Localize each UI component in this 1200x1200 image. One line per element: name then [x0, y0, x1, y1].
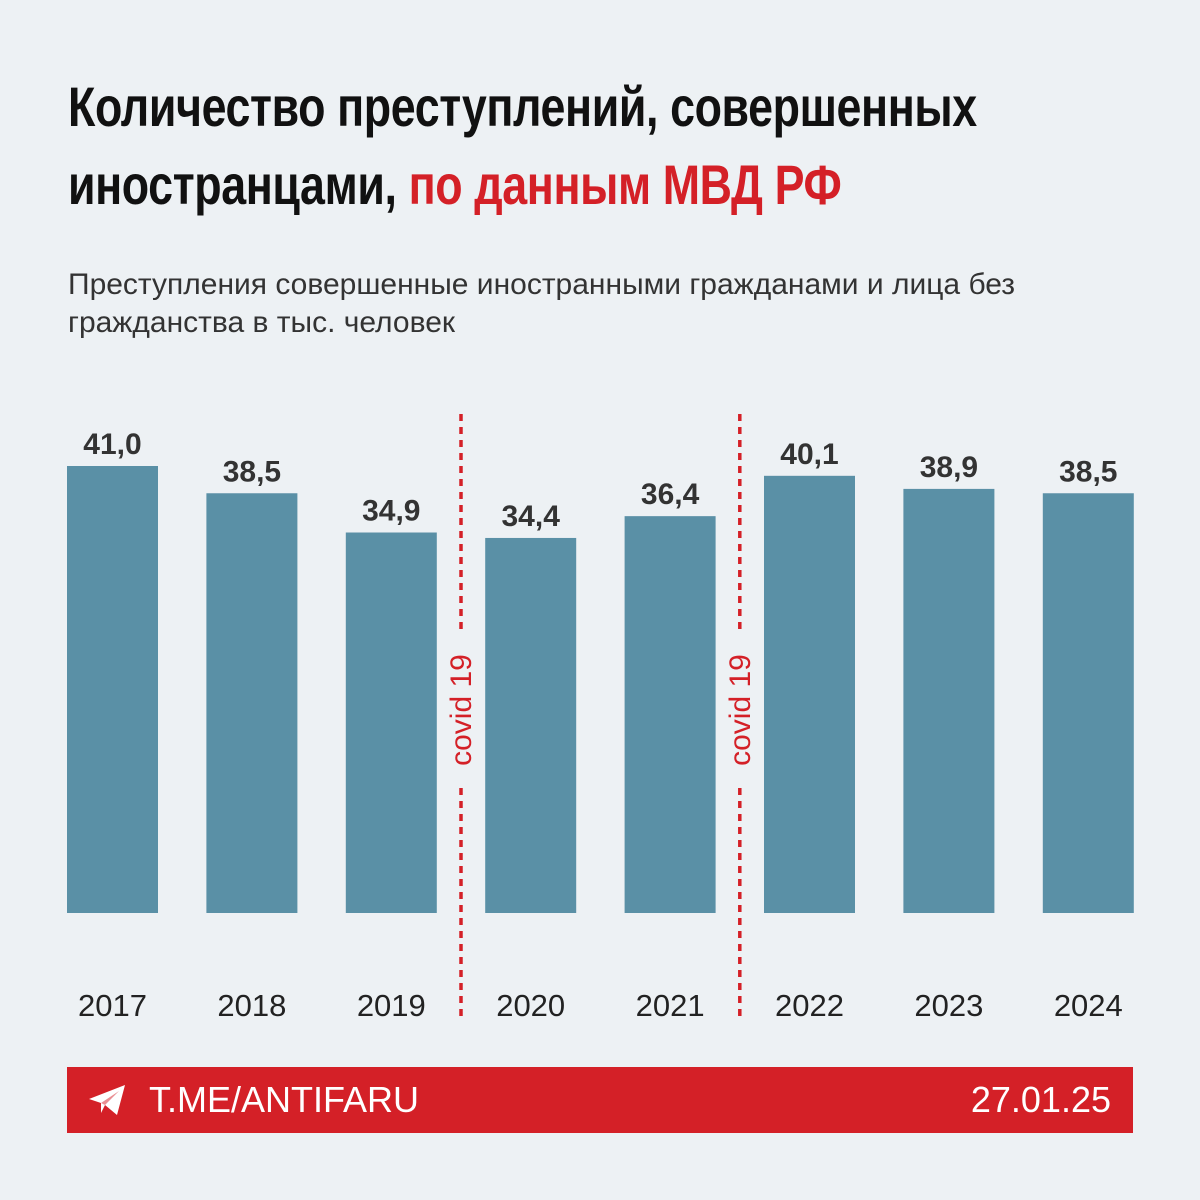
telegram-icon — [87, 1083, 127, 1122]
publish-date: 27.01.25 — [970, 1079, 1111, 1120]
data-label-2021: 36,4 — [641, 478, 700, 511]
x-tick-2018: 2018 — [217, 988, 286, 1023]
channel-link[interactable]: T.ME/ANTIFARU — [149, 1079, 420, 1120]
footer-bar: T.ME/ANTIFARU 27.01.25 — [67, 1067, 1133, 1133]
bar-2021 — [624, 516, 716, 913]
data-label-2023: 38,9 — [920, 451, 978, 484]
x-tick-2021: 2021 — [636, 988, 705, 1023]
x-tick-2017: 2017 — [78, 988, 147, 1023]
data-label-2024: 38,5 — [1059, 455, 1117, 488]
data-label-2019: 34,9 — [362, 495, 420, 528]
bar-2020 — [485, 537, 577, 913]
x-tick-2020: 2020 — [496, 988, 565, 1023]
title-red-part: по данным МВД РФ — [408, 153, 842, 216]
data-label-2018: 38,5 — [223, 455, 281, 488]
bar-2024 — [1042, 493, 1134, 913]
x-tick-2019: 2019 — [357, 988, 426, 1023]
x-tick-2023: 2023 — [914, 988, 983, 1023]
chart-title: Количество преступлений, совершенных ино… — [68, 68, 977, 224]
bar-2023 — [903, 488, 995, 913]
covid-annotation-0: covid 19 — [445, 654, 478, 766]
bar-chart: 41,0 2017 38,5 2018 34,9 2019 34,4 2020 36,4 2021… — [67, 414, 1134, 1023]
chart-subtitle: Преступления совершенные иностранными гр… — [68, 268, 1016, 339]
bar-2017 — [67, 466, 158, 913]
bar-2019 — [345, 532, 437, 913]
title-line-2: иностранцами, по данным МВД РФ — [68, 146, 977, 224]
data-label-2022: 40,1 — [780, 438, 838, 471]
title-line-1: Количество преступлений, совершенных — [68, 75, 977, 138]
data-label-2017: 41,0 — [83, 428, 141, 461]
bar-2022 — [764, 475, 855, 913]
x-tick-2024: 2024 — [1054, 988, 1123, 1023]
title-black-part: иностранцами, — [68, 153, 397, 216]
covid-annotation-1: covid 19 — [724, 654, 757, 766]
x-tick-2022: 2022 — [775, 988, 844, 1023]
data-label-2020: 34,4 — [502, 500, 561, 533]
bar-2018 — [206, 493, 298, 913]
